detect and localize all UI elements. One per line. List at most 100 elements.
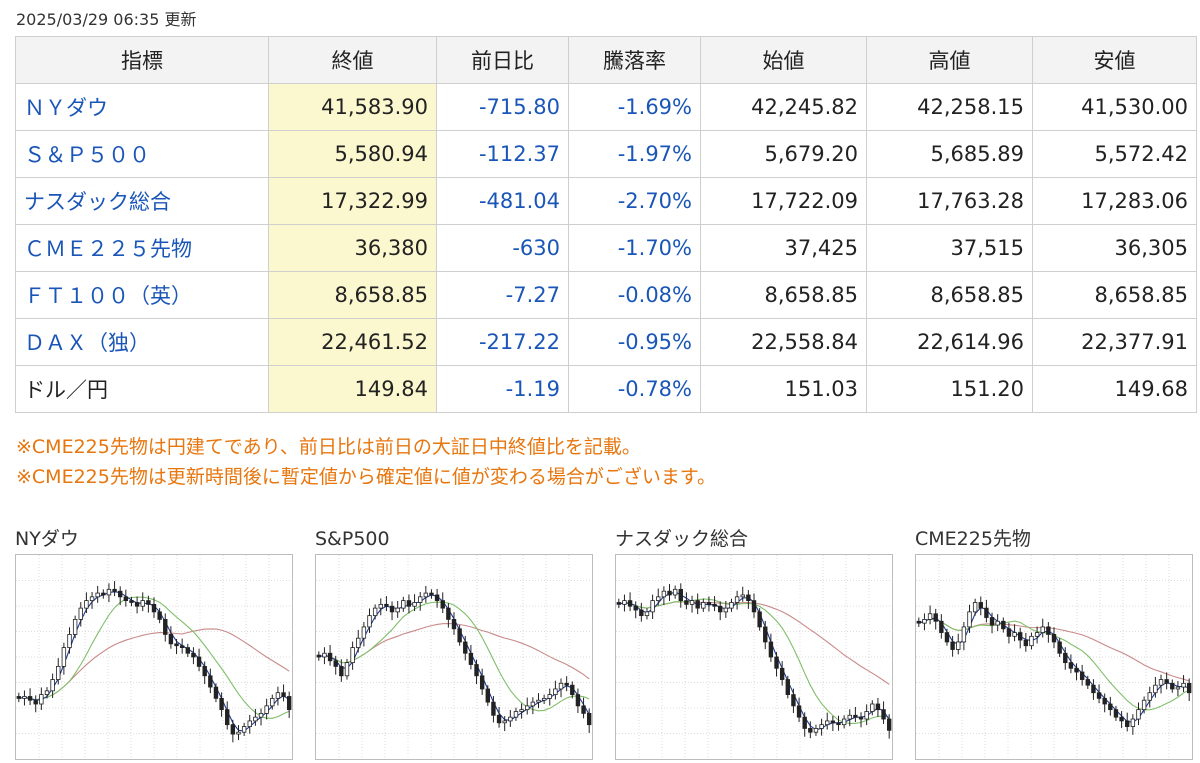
candle-body — [791, 694, 796, 707]
candle-body — [763, 626, 768, 643]
candle-body — [684, 600, 689, 605]
low-cell: 17,283.06 — [1032, 177, 1197, 225]
candle-body — [530, 701, 536, 707]
candle-body — [123, 596, 129, 602]
candle-body — [1186, 682, 1192, 694]
candle-body — [451, 619, 457, 630]
change-cell: -7.27 — [436, 271, 569, 319]
candle-body — [984, 607, 989, 618]
candle-body — [508, 716, 513, 722]
candle-body — [356, 637, 361, 648]
candle-body — [429, 592, 434, 596]
chart-nydow[interactable]: NYダウ — [15, 524, 295, 760]
candle-body — [916, 620, 922, 624]
ma-mid-line — [318, 601, 590, 712]
index-name-cell: ＣＭＥ２２５先物 — [15, 224, 269, 272]
candle-body — [944, 632, 950, 643]
chart-sp500[interactable]: S&P500 — [315, 524, 595, 760]
change-cell: -1.19 — [436, 365, 569, 413]
candle-body — [1153, 684, 1158, 694]
note-cme-provisional: ※CME225先物は更新時間後に暫定値から確定値に値が変わる場合がございます。 — [16, 466, 716, 488]
low-cell: 41,530.00 — [1032, 83, 1197, 131]
notes: ※CME225先物は円建てであり、前日比は前日の大証日中終値比を記載。 ※CME… — [16, 432, 716, 492]
candle-body — [395, 607, 400, 613]
low-cell: 22,377.91 — [1032, 318, 1197, 366]
candle-body — [241, 726, 247, 733]
close-cell: 22,461.52 — [268, 318, 437, 366]
candle-body — [768, 641, 774, 658]
index-name-link[interactable]: ＮＹダウ — [24, 96, 108, 120]
candle-body — [672, 588, 678, 596]
candle-body — [106, 588, 112, 596]
close-cell: 5,580.94 — [268, 130, 437, 178]
candlestick-chart[interactable] — [916, 555, 1192, 759]
candle-body — [39, 694, 44, 705]
change-cell: -715.80 — [436, 83, 569, 131]
candle-body — [1074, 667, 1079, 673]
candle-body — [740, 594, 745, 598]
index-name-link[interactable]: Ｓ＆Ｐ５００ — [24, 143, 150, 167]
chart-title: S&P500 — [315, 528, 390, 550]
table-row: ナスダック総合 17,322.99 -481.04 -2.70% 17,722.09 17… — [15, 177, 1197, 225]
candlestick-chart[interactable] — [616, 555, 892, 759]
candle-body — [168, 634, 174, 645]
table-header-row: 指標 終値 前日比 騰落率 始値 高値 安値 — [15, 36, 1197, 84]
change-pct-cell: -2.70% — [568, 177, 701, 225]
candle-body — [118, 590, 123, 598]
candle-body — [922, 619, 927, 624]
change-pct-cell: -1.69% — [568, 83, 701, 131]
candle-body — [1057, 641, 1062, 654]
candle-body — [1096, 692, 1102, 699]
chart-nasdaq[interactable]: ナスダック総合 — [615, 524, 895, 760]
candle-body — [463, 641, 468, 654]
chart-cme225[interactable]: CME225先物 — [915, 524, 1195, 760]
candle-body — [547, 694, 552, 699]
candle-body — [185, 647, 190, 654]
candle-body — [575, 694, 581, 707]
candle-body — [1119, 716, 1124, 722]
index-name-link[interactable]: ＣＭＥ２２５先物 — [24, 237, 192, 261]
change-cell: -112.37 — [436, 130, 569, 178]
index-name-cell: ＮＹダウ — [15, 83, 269, 131]
index-name-link[interactable]: ナスダック総合 — [24, 190, 171, 214]
candle-body — [50, 679, 55, 692]
candle-body — [423, 592, 429, 598]
col-header-open: 始値 — [700, 36, 867, 84]
change-cell: -217.22 — [436, 318, 569, 366]
table-row: Ｓ＆Ｐ５００ 5,580.94 -112.37 -1.97% 5,679.20 5,685… — [15, 130, 1197, 178]
candle-body — [661, 590, 667, 598]
candle-body — [1102, 697, 1107, 705]
close-cell: 41,583.90 — [268, 83, 437, 131]
index-name-cell: ドル／円 — [15, 365, 269, 413]
candle-body — [140, 600, 145, 607]
candle-body — [281, 692, 286, 697]
candle-body — [622, 600, 627, 605]
candle-body — [258, 712, 264, 718]
candle-body — [1079, 671, 1085, 680]
candle-body — [650, 600, 655, 613]
candle-body — [401, 600, 406, 609]
index-name-link[interactable]: ＤＡＸ（独） — [24, 331, 150, 355]
candlestick-chart[interactable] — [316, 555, 592, 759]
candle-body — [434, 594, 440, 601]
candle-body — [457, 628, 462, 643]
candle-body — [950, 641, 955, 650]
low-cell: 5,572.42 — [1032, 130, 1197, 178]
index-name-link[interactable]: ＦＴ１００（英） — [24, 284, 192, 308]
candle-body — [881, 709, 886, 720]
candle-body — [389, 605, 395, 613]
table-row: ＦＴ１００（英） 8,658.85 -7.27 -0.08% 8,658.85 8,658… — [15, 271, 1197, 319]
candle-body — [751, 600, 757, 613]
candle-body — [1170, 682, 1175, 690]
candle-body — [1001, 620, 1006, 630]
candle-body — [796, 705, 802, 718]
candle-body — [84, 600, 89, 609]
candle-body — [485, 688, 490, 703]
table-row: ＣＭＥ２２５先物 36,380 -630 -1.70% 37,425 37,515 36,3… — [15, 224, 1197, 272]
candle-body — [350, 647, 355, 664]
candle-body — [956, 641, 961, 650]
candle-body — [196, 656, 202, 667]
candlestick-chart[interactable] — [16, 555, 292, 759]
candle-body — [56, 666, 61, 680]
candle-body — [1023, 639, 1029, 647]
